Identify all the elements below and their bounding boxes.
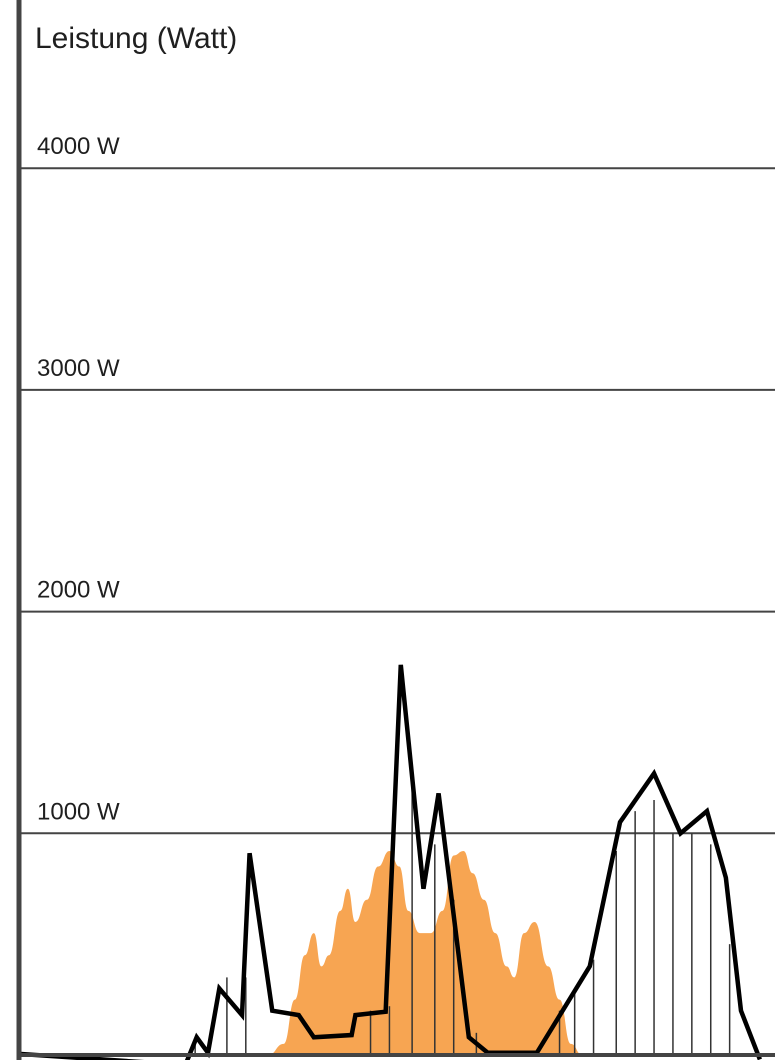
axes [16, 0, 775, 1060]
consumption-line [18, 664, 762, 1060]
y-tick-label-1000: 1000 W [37, 798, 120, 825]
y-axis-label: Leistung (Watt) [35, 22, 238, 55]
hatch-bars [194, 777, 731, 1055]
solar-area [268, 851, 583, 1055]
y-tick-label-2000: 2000 W [37, 577, 120, 604]
consumption-polyline [18, 664, 762, 1060]
y-tick-label-3000: 3000 W [37, 355, 120, 382]
solar-area-fill [268, 851, 583, 1055]
y-tick-label-4000: 4000 W [37, 133, 120, 160]
gridlines: 1000 W 2000 W 3000 W 4000 W [19, 133, 775, 835]
